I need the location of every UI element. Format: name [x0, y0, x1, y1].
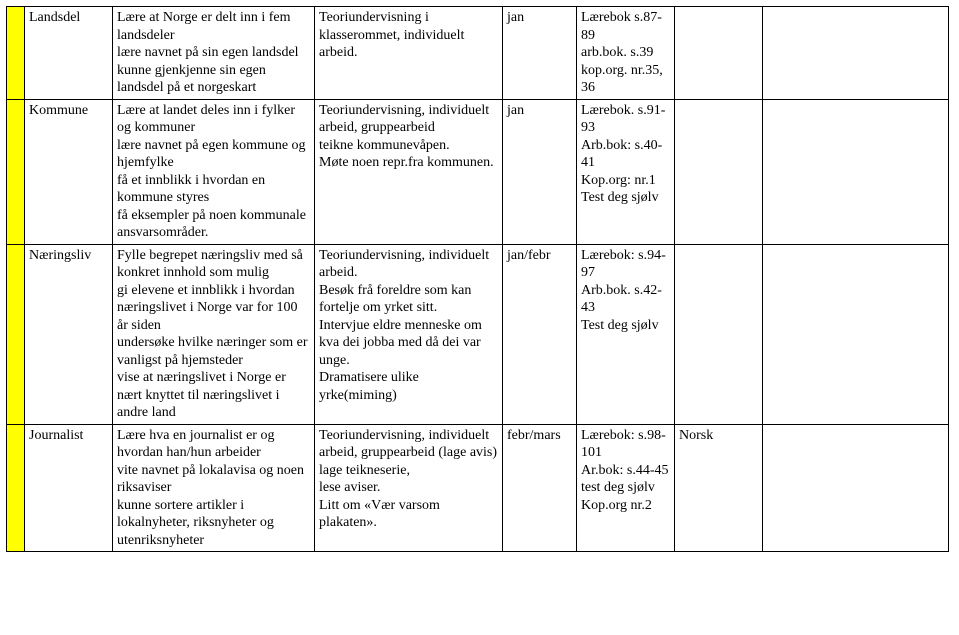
extra2-cell [763, 244, 949, 424]
method-text: lage teikneserie, [319, 462, 498, 480]
resource-text: Kop.org nr.2 [581, 497, 670, 515]
resource-text: Test deg sjølv [581, 317, 670, 335]
method-text: Litt om «Vær varsom plakaten». [319, 497, 498, 532]
when-text: jan [507, 103, 524, 118]
extra1-text: Norsk [679, 428, 713, 443]
method-text: Intervjue eldre menneske om kva dei jobb… [319, 317, 498, 370]
goal-text: Lære at landet deles inn i fylker og kom… [117, 102, 310, 137]
goal-text: få et innblikk i hvordan en kommune styr… [117, 172, 310, 207]
goal-text: lære navnet på sin egen landsdel [117, 44, 310, 62]
resource-text: Ar.bok: s.44-45 [581, 462, 670, 480]
table-row: Næringsliv Fylle begrepet næringsliv med… [7, 244, 949, 424]
topic-cell: Næringsliv [25, 244, 113, 424]
when-text: febr/mars [507, 428, 561, 443]
resources-cell: Lærebok. s.91-93 Arb.bok: s.40-41 Kop.or… [577, 99, 675, 244]
method-text: Besøk frå foreldre som kan fortelje om y… [319, 282, 498, 317]
extra2-cell [763, 424, 949, 552]
table-row: Journalist Lære hva en journalist er og … [7, 424, 949, 552]
goal-text: vite navnet på lokalavisa og noen riksav… [117, 462, 310, 497]
resource-text: test deg sjølv [581, 479, 670, 497]
topic-text: Landsdel [29, 10, 80, 25]
topic-text: Kommune [29, 103, 88, 118]
when-text: jan/febr [507, 248, 551, 263]
accent-cell [7, 244, 25, 424]
method-cell: Teoriundervisning i klasserommet, indivi… [315, 7, 503, 100]
method-text: teikne kommunevåpen. [319, 137, 498, 155]
table-row: Kommune Lære at landet deles inn i fylke… [7, 99, 949, 244]
curriculum-table: Landsdel Lære at Norge er delt inn i fem… [6, 6, 949, 552]
resources-cell: Lærebok: s.94-97 Arb.bok. s.42-43 Test d… [577, 244, 675, 424]
method-cell: Teoriundervisning, individuelt arbeid, g… [315, 99, 503, 244]
method-cell: Teoriundervisning, individuelt arbeid, g… [315, 424, 503, 552]
extra1-cell [675, 7, 763, 100]
extra1-cell [675, 99, 763, 244]
resource-text: Kop.org: nr.1 [581, 172, 670, 190]
table-body: Landsdel Lære at Norge er delt inn i fem… [7, 7, 949, 552]
topic-cell: Kommune [25, 99, 113, 244]
resource-text: Lærebok: s.98-101 [581, 427, 670, 462]
extra1-cell [675, 244, 763, 424]
resource-text: Lærebok: s.94-97 [581, 247, 670, 282]
resources-cell: Lærebok: s.98-101 Ar.bok: s.44-45 test d… [577, 424, 675, 552]
topic-cell: Landsdel [25, 7, 113, 100]
goal-text: Lære hva en journalist er og hvordan han… [117, 427, 310, 462]
resources-cell: Lærebok s.87-89 arb.bok. s.39 kop.org. n… [577, 7, 675, 100]
when-cell: jan/febr [503, 244, 577, 424]
goal-text: undersøke hvilke næringer som er vanligs… [117, 334, 310, 369]
method-text: Teoriundervisning, individuelt arbeid, g… [319, 427, 498, 462]
page: Landsdel Lære at Norge er delt inn i fem… [0, 0, 959, 635]
table-row: Landsdel Lære at Norge er delt inn i fem… [7, 7, 949, 100]
goal-text: Fylle begrepet næringsliv med så konkret… [117, 247, 310, 282]
method-text: Teoriundervisning i klasserommet, indivi… [319, 9, 498, 62]
resource-text: Lærebok s.87-89 [581, 9, 670, 44]
topic-cell: Journalist [25, 424, 113, 552]
resource-text: arb.bok. s.39 [581, 44, 670, 62]
goals-cell: Lære at Norge er delt inn i fem landsdel… [113, 7, 315, 100]
goal-text: få eksempler på noen kommunale ansvarsom… [117, 207, 310, 242]
topic-text: Journalist [29, 428, 83, 443]
resource-text: Arb.bok: s.40-41 [581, 137, 670, 172]
resource-text: kop.org. nr.35, 36 [581, 62, 670, 97]
method-text: Møte noen repr.fra kommunen. [319, 154, 498, 172]
extra1-cell: Norsk [675, 424, 763, 552]
extra2-cell [763, 7, 949, 100]
goals-cell: Lære at landet deles inn i fylker og kom… [113, 99, 315, 244]
resource-text: Test deg sjølv [581, 189, 670, 207]
goal-text: vise at næringslivet i Norge er nært kny… [117, 369, 310, 422]
goal-text: lære navnet på egen kommune og hjemfylke [117, 137, 310, 172]
when-cell: jan [503, 99, 577, 244]
method-text: lese aviser. [319, 479, 498, 497]
extra2-cell [763, 99, 949, 244]
goal-text: kunne gjenkjenne sin egen landsdel på et… [117, 62, 310, 97]
method-text: Teoriundervisning, individuelt arbeid, g… [319, 102, 498, 137]
resource-text: Arb.bok. s.42-43 [581, 282, 670, 317]
when-text: jan [507, 10, 524, 25]
when-cell: jan [503, 7, 577, 100]
method-cell: Teoriundervisning, individuelt arbeid. B… [315, 244, 503, 424]
goal-text: kunne sortere artikler i lokalnyheter, r… [117, 497, 310, 550]
goals-cell: Lære hva en journalist er og hvordan han… [113, 424, 315, 552]
topic-text: Næringsliv [29, 248, 91, 263]
accent-cell [7, 424, 25, 552]
goal-text: gi elevene et innblikk i hvordan nærings… [117, 282, 310, 335]
resource-text: Lærebok. s.91-93 [581, 102, 670, 137]
method-text: Dramatisere ulike yrke(miming) [319, 369, 498, 404]
goal-text: Lære at Norge er delt inn i fem landsdel… [117, 9, 310, 44]
when-cell: febr/mars [503, 424, 577, 552]
method-text: Teoriundervisning, individuelt arbeid. [319, 247, 498, 282]
accent-cell [7, 7, 25, 100]
goals-cell: Fylle begrepet næringsliv med så konkret… [113, 244, 315, 424]
accent-cell [7, 99, 25, 244]
